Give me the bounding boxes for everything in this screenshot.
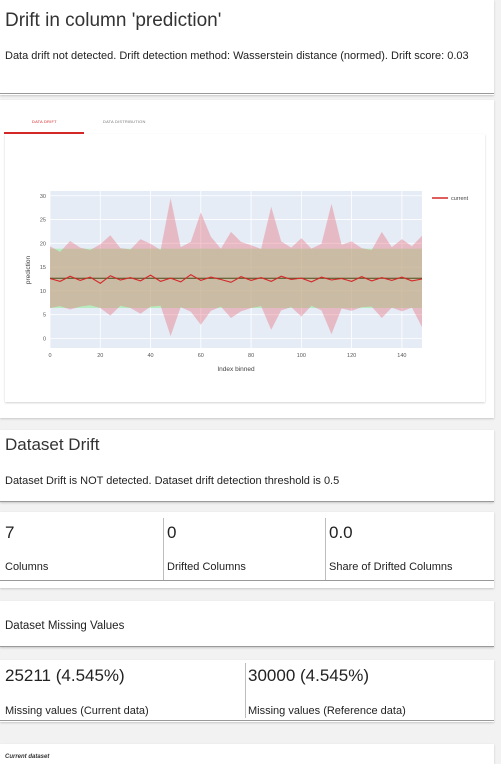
divider [0,720,494,721]
counter-value: 0 [167,523,177,542]
divider [0,646,494,647]
counter-divider [325,518,326,581]
x-tick-label: 100 [297,353,306,359]
y-tick-label: 0 [43,336,46,342]
tab-data-drift[interactable]: DATA DRIFT [32,119,57,124]
dataset-drift-title: Dataset Drift [5,435,100,454]
missing-values-title-card: Dataset Missing Values [0,601,494,647]
divider [0,501,494,502]
column-drift-title: Drift in column 'prediction' [5,10,222,31]
dataset-drift-card: Dataset Drift Dataset Drift is NOT detec… [0,430,494,502]
x-tick-label: 80 [248,353,254,359]
drift-chart: 0 20 40 60 80 100 120 140 0 5 10 15 20 25 30 Index bi… [25,191,469,373]
legend-current-label[interactable]: current [451,196,469,202]
y-tick-label: 10 [40,289,46,295]
missing-label: Missing values (Current data) [5,705,149,717]
x-tick-label: 60 [198,353,204,359]
dataset-drift-description: Dataset Drift is NOT detected. Dataset d… [5,475,340,487]
counter-label: Share of Drifted Columns [329,561,453,573]
counter-label: Columns [5,561,49,573]
counter-value: 7 [5,523,15,542]
x-tick-label: 20 [97,353,103,359]
current-dataset-card: Current dataset [0,744,494,764]
tab-data-distribution[interactable]: DATA DISTRIBUTION [103,119,146,124]
drift-counters-card: 7 Columns 0 Drifted Columns 0.0 Share of… [0,512,494,588]
column-drift-chart-card: DATA DRIFT DATA DISTRIBUTION 0 20 40 60 80 10… [0,100,494,418]
counter-label: Drifted Columns [167,561,246,573]
missing-values-title: Dataset Missing Values [5,620,125,632]
x-tick-label: 40 [147,353,153,359]
y-tick-label: 5 [43,313,46,319]
counter-value: 0.0 [329,523,353,542]
y-tick-label: 20 [40,241,46,247]
x-axis-label: Index binned [217,366,255,373]
x-tick-label: 120 [347,353,356,359]
y-tick-label: 15 [40,265,46,271]
y-tick-label: 30 [40,194,46,200]
missing-values-card: 25211 (4.545%) Missing values (Current d… [0,660,494,722]
tab-data-drift-indicator [4,132,84,134]
y-tick-label: 25 [40,218,46,224]
chart-panel: 0 20 40 60 80 100 120 140 0 5 10 15 20 25 30 Index bi… [5,134,485,402]
x-tick-label: 140 [397,353,406,359]
current-band [50,198,422,337]
missing-value: 25211 (4.545%) [5,666,125,685]
column-drift-description: Data drift not detected. Drift detection… [5,50,469,62]
current-dataset-label: Current dataset [5,754,50,760]
divider [0,93,494,94]
current-series-line [49,274,423,284]
x-tick-label: 0 [48,353,51,359]
divider [0,580,494,581]
y-axis-label: prediction [25,256,32,285]
counter-divider [163,518,164,581]
missing-value: 30000 (4.545%) [248,666,369,685]
missing-label: Missing values (Reference data) [248,705,406,717]
counter-divider [245,663,246,718]
column-drift-header-card: Drift in column 'prediction' Data drift … [0,0,494,95]
